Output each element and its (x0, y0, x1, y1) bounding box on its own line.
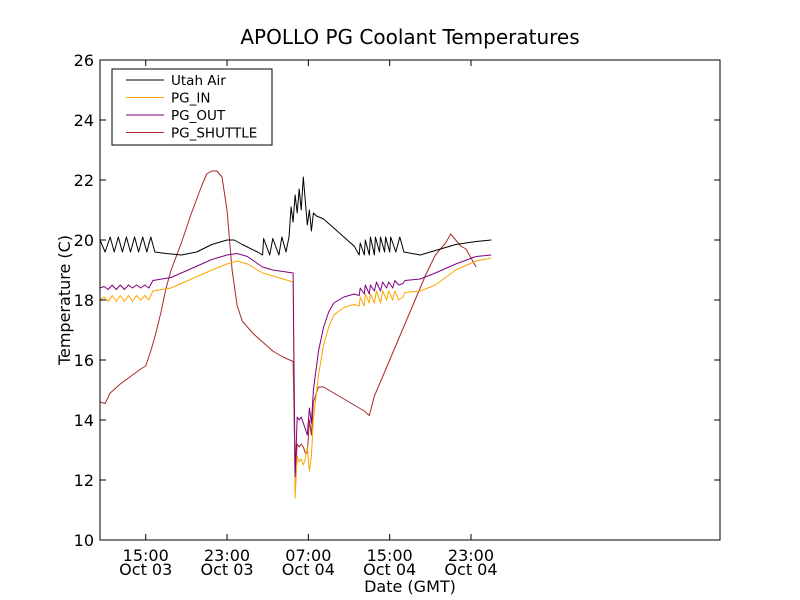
y-axis-label: Temperature (C) (55, 235, 74, 366)
y-tick-label: 26 (74, 51, 94, 70)
y-tick-label: 20 (74, 231, 94, 250)
legend-label-pg-shuttle: PG_SHUTTLE (171, 126, 257, 142)
legend-label-pg-out: PG_OUT (171, 108, 226, 124)
x-axis-label: Date (GMT) (364, 577, 456, 596)
legend-label-utah-air: Utah Air (171, 73, 226, 89)
legend-label-pg-in: PG_IN (171, 91, 210, 107)
x-tick-label-date: Oct 04 (444, 560, 497, 579)
x-tick-label-time: 23:00 (448, 546, 494, 565)
series-line-pg-shuttle (100, 170, 477, 475)
x-tick-label-date: Oct 04 (363, 560, 416, 579)
x-tick-label-date: Oct 03 (200, 560, 253, 579)
y-tick-label: 16 (74, 351, 94, 370)
x-tick-label-date: Oct 04 (282, 560, 335, 579)
y-tick-label: 14 (74, 411, 94, 430)
series-layer (100, 170, 492, 499)
y-tick-label: 22 (74, 171, 94, 190)
y-tick-label: 12 (74, 471, 94, 490)
x-tick-label-time: 07:00 (285, 546, 331, 565)
series-line-pg-in (100, 257, 492, 499)
y-tick-label: 24 (74, 111, 94, 130)
x-tick-label-time: 23:00 (204, 546, 250, 565)
y-tick-label: 10 (74, 531, 94, 550)
y-tick-label: 18 (74, 291, 94, 310)
x-tick-label-time: 15:00 (367, 546, 413, 565)
series-line-utah-air (100, 176, 492, 256)
x-tick-label-date: Oct 03 (119, 560, 172, 579)
x-tick-label-time: 15:00 (123, 546, 169, 565)
chart-title: APOLLO PG Coolant Temperatures (240, 25, 579, 49)
series-line-pg-out (100, 253, 492, 478)
